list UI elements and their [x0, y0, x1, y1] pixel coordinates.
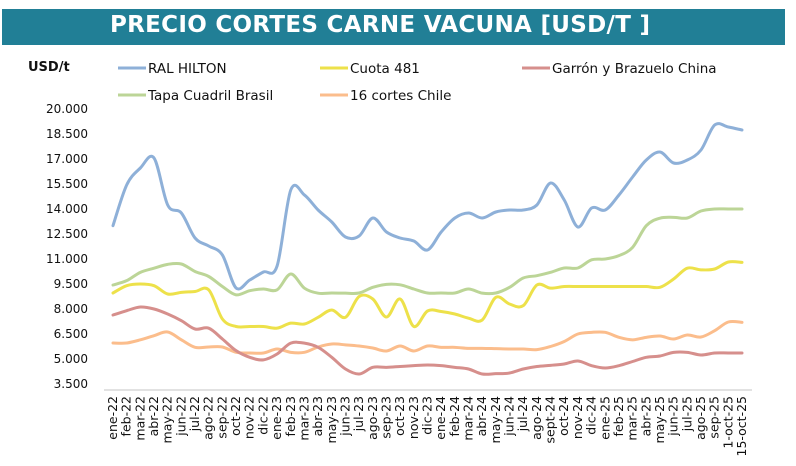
- series-line-cuota-481: [111, 260, 744, 330]
- x-tick-label: nov-24: [570, 396, 585, 439]
- y-tick-label: 17.000: [46, 152, 88, 166]
- x-tick-label: jul-23: [351, 396, 366, 432]
- y-axis-label: USD/t: [28, 60, 70, 75]
- x-tick-label: 1-oct-25: [720, 396, 735, 449]
- x-tick-label: mar-23: [296, 396, 311, 441]
- x-tick-label: oct-22: [228, 396, 243, 436]
- series-line-16-cortes-chile: [111, 319, 744, 355]
- x-tick-label: nov-23: [406, 396, 421, 439]
- y-tick-label: 18.500: [46, 127, 88, 141]
- x-tick-label: sept-24: [543, 396, 558, 444]
- x-tick-label: sep-23: [378, 396, 393, 439]
- y-tick-label: 9.500: [54, 277, 88, 291]
- x-tick-label: feb-25: [611, 396, 626, 436]
- legend-label: Tapa Cuadril Brasil: [147, 88, 273, 104]
- x-tick-label: feb-22: [119, 396, 134, 436]
- x-tick-label: ago-22: [201, 396, 216, 440]
- y-tick-label: 5.000: [54, 352, 88, 366]
- x-tick-label: may-24: [488, 396, 503, 443]
- x-tick-label: jun-25: [666, 396, 681, 437]
- y-tick-label: 15.500: [46, 177, 88, 191]
- x-tick-label: ago-25: [693, 396, 708, 440]
- y-tick-label: 20.000: [46, 102, 88, 116]
- legend-label: RAL HILTON: [148, 61, 227, 77]
- x-tick-label: dic-23: [420, 396, 435, 435]
- x-tick-label: ago-23: [365, 396, 380, 440]
- x-tick-label: oct-24: [556, 396, 571, 436]
- x-tick-label: may-23: [324, 396, 339, 443]
- x-tick-label: abr-25: [638, 396, 653, 436]
- x-tick-label: sep-25: [707, 396, 722, 439]
- x-tick-label: mar-24: [461, 396, 476, 441]
- x-tick-label: oct-23: [392, 396, 407, 436]
- x-tick-label: may-22: [160, 396, 175, 443]
- series-line-tapa-cuadril-brasil: [111, 207, 744, 297]
- x-tick-label: mar-22: [132, 396, 147, 441]
- x-tick-label: jul-24: [515, 396, 530, 432]
- x-tick-label: mar-25: [625, 396, 640, 441]
- x-tick-label: jun-24: [502, 396, 517, 437]
- series-line-garr-n-y-brazuelo-china: [111, 305, 744, 376]
- chart-title: PRECIO CORTES CARNE VACUNA [USD/T ]: [110, 12, 651, 38]
- x-tick-label: nov-22: [242, 396, 257, 439]
- x-tick-label: abr-22: [146, 396, 161, 436]
- x-tick-label: may-25: [652, 396, 667, 443]
- x-tick-label: ene-22: [105, 396, 120, 440]
- legend-label: Garrón y Brazuelo China: [552, 61, 717, 77]
- x-tick-label: abr-24: [474, 396, 489, 436]
- x-tick-label: dic-24: [584, 396, 599, 435]
- x-tick-label: abr-23: [310, 396, 325, 436]
- title-bar: [2, 9, 785, 45]
- y-tick-label: 3.500: [54, 377, 88, 391]
- series-line-ral-hilton: [111, 122, 744, 291]
- x-tick-label: feb-24: [447, 396, 462, 436]
- x-tick-label: jun-23: [337, 396, 352, 437]
- x-tick-label: jul-22: [187, 396, 202, 432]
- x-tick-label: ago-24: [529, 396, 544, 440]
- y-tick-label: 12.500: [46, 227, 88, 241]
- x-tick-label: sep-22: [214, 396, 229, 439]
- legend-label: Cuota 481: [350, 61, 420, 77]
- x-tick-label: dic-22: [255, 396, 270, 435]
- x-tick-label: 15-oct-25: [734, 396, 749, 457]
- x-tick-label: ene-23: [269, 396, 284, 440]
- legend-label: 16 cortes Chile: [350, 88, 451, 104]
- y-tick-label: 11.000: [46, 252, 88, 266]
- x-tick-label: ene-25: [597, 396, 612, 440]
- x-tick-label: jun-22: [173, 396, 188, 437]
- x-tick-label: feb-23: [283, 396, 298, 436]
- y-tick-label: 14.000: [46, 202, 88, 216]
- y-tick-label: 6.500: [54, 327, 88, 341]
- x-tick-label: ene-24: [433, 396, 448, 440]
- y-tick-label: 8.000: [54, 302, 88, 316]
- x-tick-label: jul-25: [679, 396, 694, 432]
